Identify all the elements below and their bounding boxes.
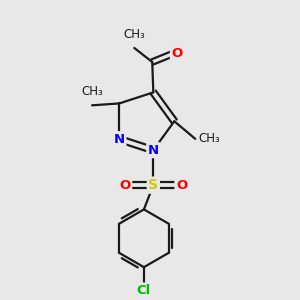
Text: N: N [114,133,125,146]
Text: O: O [171,47,183,60]
Text: O: O [176,178,187,192]
Text: S: S [148,178,158,192]
Text: CH₃: CH₃ [81,85,103,98]
Text: Cl: Cl [137,284,151,297]
Text: O: O [119,178,131,192]
Text: CH₃: CH₃ [198,132,220,146]
Text: CH₃: CH₃ [123,28,145,41]
Text: N: N [148,144,159,157]
